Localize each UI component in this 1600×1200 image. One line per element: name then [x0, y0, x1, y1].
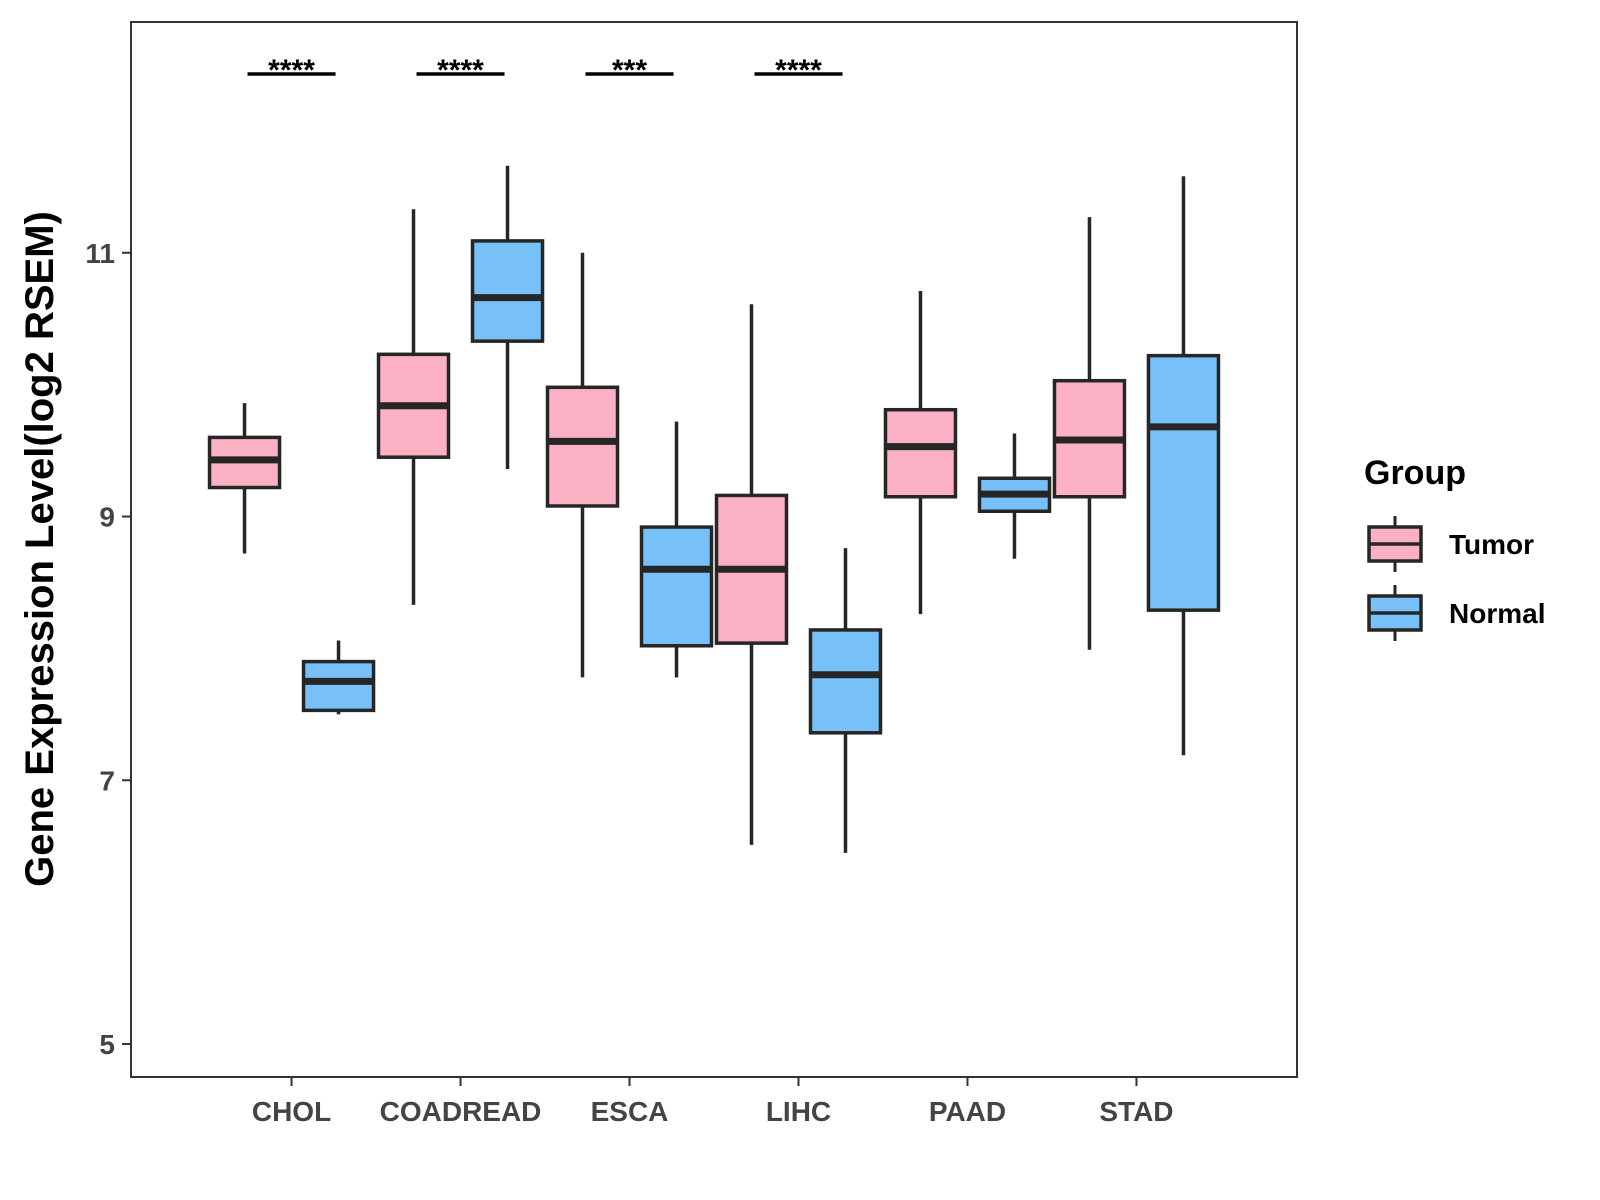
box-body [301, 659, 376, 713]
plot-panel [130, 21, 1298, 1078]
box-body [883, 407, 958, 499]
x-tick-label: CHOL [252, 1096, 331, 1127]
box-tumor-esca [545, 252, 620, 678]
significance-label: *** [612, 54, 647, 87]
y-tick-label: 9 [99, 502, 115, 533]
significance-label: **** [437, 54, 484, 87]
box-body [545, 385, 620, 508]
y-axis: 5 7 9 11 [85, 238, 131, 1060]
x-tick-label: COADREAD [380, 1096, 542, 1127]
x-tick-label: LIHC [766, 1096, 831, 1127]
box-body [808, 628, 883, 735]
y-tick-label: 11 [85, 238, 115, 269]
box-normal-lihc [808, 548, 883, 853]
box-body [639, 525, 714, 648]
boxes-layer [207, 165, 1221, 853]
significance-label: **** [268, 54, 315, 87]
legend-title: Group [1364, 454, 1466, 492]
x-tick-label: ESCA [591, 1096, 669, 1127]
significance-label: **** [775, 54, 822, 87]
box-tumor-coadread [376, 209, 451, 605]
y-tick-label: 5 [99, 1029, 115, 1060]
legend: Group Tumor Normal [1364, 454, 1545, 641]
box-tumor-lihc [714, 304, 789, 845]
box-body [1146, 353, 1221, 612]
box-normal-esca [639, 421, 714, 678]
box-normal-coadread [470, 165, 545, 470]
x-tick-label: PAAD [929, 1096, 1006, 1127]
x-axis: CHOL COADREAD ESCA LIHC PAAD STAD [252, 1077, 1174, 1127]
box-tumor-paad [883, 291, 958, 615]
box-normal-chol [301, 640, 376, 715]
significance-layer: **** **** *** **** [247, 54, 843, 87]
box-normal-paad [977, 433, 1052, 559]
box-tumor-chol [207, 403, 282, 554]
legend-label-tumor: Tumor [1449, 529, 1534, 560]
box-body [470, 239, 545, 343]
y-tick-label: 7 [99, 765, 115, 796]
box-normal-stad [1146, 176, 1221, 756]
y-axis-title: Gene Expression Level(log2 RSEM) [18, 211, 62, 887]
legend-label-normal: Normal [1449, 598, 1545, 629]
box-tumor-stad [1052, 217, 1127, 650]
x-tick-label: STAD [1099, 1096, 1173, 1127]
